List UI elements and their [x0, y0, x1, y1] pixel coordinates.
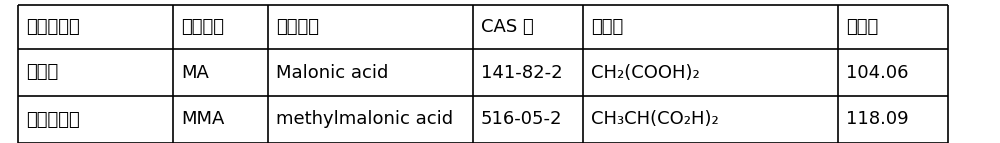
Text: methylmalonic acid: methylmalonic acid [276, 111, 453, 129]
Text: CH₃CH(CO₂H)₂: CH₃CH(CO₂H)₂ [591, 111, 719, 129]
Text: 分子式: 分子式 [591, 18, 623, 36]
Text: 甲基丙二酸: 甲基丙二酸 [26, 111, 80, 129]
Text: 516-05-2: 516-05-2 [481, 111, 562, 129]
Text: 分析物名称: 分析物名称 [26, 18, 80, 36]
Text: 118.09: 118.09 [846, 111, 909, 129]
Text: 丙二酸: 丙二酸 [26, 63, 58, 82]
Text: 分子量: 分子量 [846, 18, 878, 36]
Text: CAS 号: CAS 号 [481, 18, 534, 36]
Text: Malonic acid: Malonic acid [276, 63, 388, 82]
Text: 104.06: 104.06 [846, 63, 908, 82]
Text: 英文缩写: 英文缩写 [181, 18, 224, 36]
Text: MMA: MMA [181, 111, 224, 129]
Text: CH₂(COOH)₂: CH₂(COOH)₂ [591, 63, 700, 82]
Text: 英文全称: 英文全称 [276, 18, 319, 36]
Text: MA: MA [181, 63, 209, 82]
Text: 141-82-2: 141-82-2 [481, 63, 563, 82]
